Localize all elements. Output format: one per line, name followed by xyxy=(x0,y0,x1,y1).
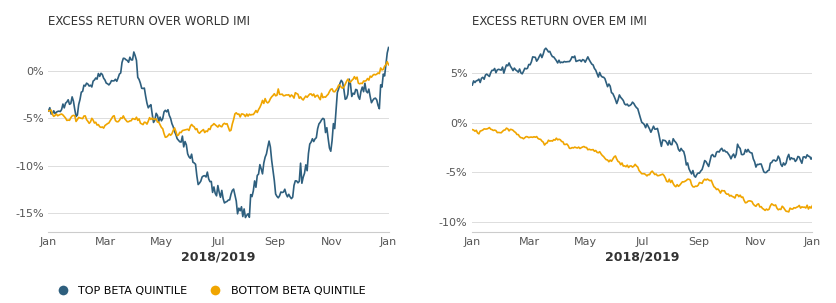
X-axis label: 2018/2019: 2018/2019 xyxy=(605,251,680,264)
X-axis label: 2018/2019: 2018/2019 xyxy=(181,251,256,264)
Text: EXCESS RETURN OVER EM IMI: EXCESS RETURN OVER EM IMI xyxy=(472,15,647,28)
Text: EXCESS RETURN OVER WORLD IMI: EXCESS RETURN OVER WORLD IMI xyxy=(48,15,251,28)
Legend: TOP BETA QUINTILE, BOTTOM BETA QUINTILE: TOP BETA QUINTILE, BOTTOM BETA QUINTILE xyxy=(48,281,370,301)
